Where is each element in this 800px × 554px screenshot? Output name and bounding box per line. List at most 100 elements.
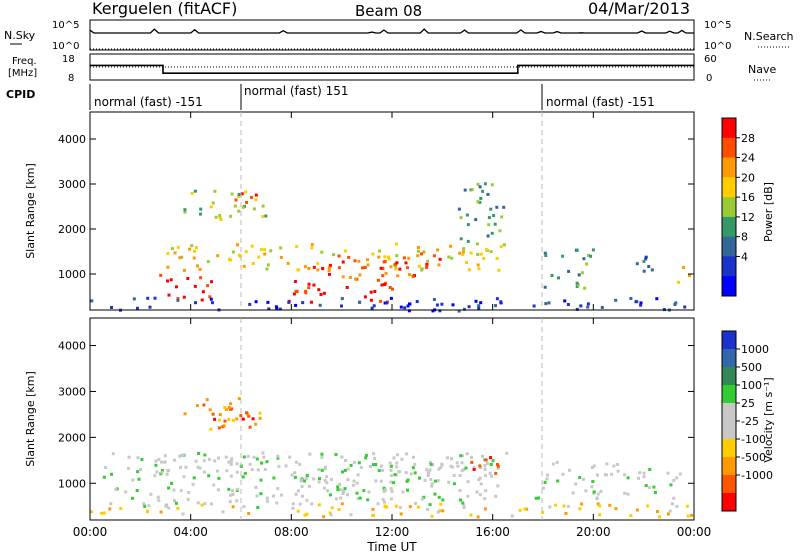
heatmap-cell [551,462,555,466]
heatmap-cell [438,509,442,513]
heatmap-cell [359,465,363,469]
heatmap-cell [623,491,627,495]
heatmap-cell [399,305,403,309]
heatmap-cell [310,300,313,304]
heatmap-cell [490,183,494,187]
velocity-y-axis: 4000 3000 2000 1000 [58,340,694,490]
heatmap-cell [596,502,600,506]
colorbar-tick-label: 25 [741,397,755,410]
heatmap-cell [259,492,263,496]
colorbar-frame [721,117,737,297]
heatmap-cell [341,260,345,264]
heatmap-cell [182,475,186,479]
colorbar-swatch [722,493,736,512]
heatmap-cell [485,248,488,252]
heatmap-cell [382,490,386,493]
heatmap-cell [263,252,267,256]
heatmap-cell [227,406,231,409]
heatmap-cell [234,198,238,202]
heatmap-cell [635,262,639,266]
heatmap-cell [398,506,402,510]
heatmap-cell [344,459,348,462]
freq-label-line2: [MHz] [8,68,37,79]
heatmap-cell [337,266,341,270]
heatmap-cell [532,304,536,308]
heatmap-cell [590,485,594,489]
heatmap-cell [269,249,273,253]
heatmap-cell [372,452,375,456]
freq-label-line1: Freq. [12,56,37,67]
heatmap-cell [241,475,245,479]
heatmap-cell [416,254,420,258]
heatmap-cell [192,256,196,260]
heatmap-cell [135,489,139,492]
heatmap-cell [202,403,206,407]
heatmap-cell [316,261,320,265]
heatmap-cell [404,261,408,265]
heatmap-cell [305,473,309,477]
heatmap-cell [644,255,648,259]
heatmap-cell [131,496,134,500]
heatmap-cell [336,488,340,492]
heatmap-cell [478,476,482,480]
heatmap-cell [429,462,433,466]
heatmap-cell [330,506,334,510]
heatmap-cell [231,505,235,509]
heatmap-cell [131,478,135,482]
heatmap-cell [376,278,380,282]
heatmap-cell [155,470,159,474]
velocity-ylabel: Slant Range [km] [24,371,37,467]
heatmap-cell [413,462,417,466]
heatmap-cell [469,251,473,255]
heatmap-cell [227,487,231,491]
heatmap-cell [206,284,210,288]
heatmap-cell [137,477,141,481]
heatmap-cell [616,469,620,473]
heatmap-cell [655,510,659,513]
heatmap-cell [463,188,467,192]
heatmap-cell [127,455,131,459]
heatmap-cell [485,462,489,465]
heatmap-cell [545,477,549,481]
heatmap-cell [425,266,429,269]
heatmap-cell [440,463,444,467]
heatmap-cell [347,255,351,259]
heatmap-cell [157,457,161,461]
heatmap-cell [217,476,221,480]
heatmap-cell [591,248,595,252]
heatmap-cell [254,193,258,197]
heatmap-cell [166,252,170,256]
heatmap-cell [595,496,599,500]
heatmap-cell [256,468,260,472]
heatmap-cell [491,459,495,463]
heatmap-cell [608,503,612,507]
heatmap-cell [685,504,689,508]
heatmap-cell [382,260,386,264]
heatmap-cell [458,489,462,493]
nsearch-tick-top: 10^5 [704,20,731,31]
heatmap-cell [294,289,298,293]
heatmap-cell [361,266,365,270]
heatmap-cell [383,283,387,286]
heatmap-cell [586,302,590,306]
heatmap-cell [391,287,394,291]
heatmap-cell [383,255,387,259]
heatmap-cell [196,465,200,469]
heatmap-cell [438,257,442,261]
x-tick-label: 00:00 [73,525,108,539]
heatmap-cell [328,272,331,276]
heatmap-cell [227,460,231,464]
heatmap-cell [326,489,329,493]
heatmap-cell [430,514,434,518]
heatmap-cell [154,459,158,463]
heatmap-cell [301,301,305,305]
heatmap-cell [346,467,350,471]
heatmap-cell [582,257,586,261]
heatmap-cell [303,265,307,269]
heatmap-cell [242,505,246,509]
heatmap-cell [166,265,170,269]
heatmap-cell [291,502,295,506]
heatmap-cell [459,454,463,458]
heatmap-cell [317,468,321,472]
